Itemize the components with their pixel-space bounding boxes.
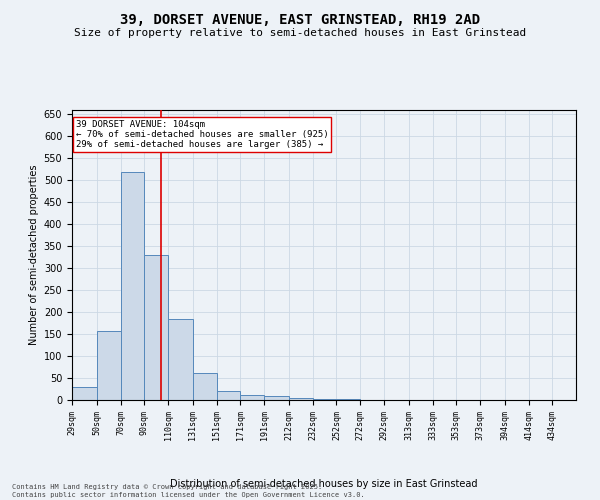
Bar [193,373,217,400]
Bar [313,398,337,400]
Y-axis label: Number of semi-detached properties: Number of semi-detached properties [29,165,40,345]
Text: Size of property relative to semi-detached houses in East Grinstead: Size of property relative to semi-detach… [74,28,526,38]
Bar [97,330,121,400]
Bar [264,396,289,400]
Bar [289,398,313,400]
Bar [241,394,264,400]
Bar [145,255,168,400]
X-axis label: Distribution of semi-detached houses by size in East Grinstead: Distribution of semi-detached houses by … [170,478,478,488]
Bar [337,399,360,400]
Text: 39 DORSET AVENUE: 104sqm
← 70% of semi-detached houses are smaller (925)
29% of : 39 DORSET AVENUE: 104sqm ← 70% of semi-d… [76,120,328,150]
Bar [168,318,193,400]
Text: 39, DORSET AVENUE, EAST GRINSTEAD, RH19 2AD: 39, DORSET AVENUE, EAST GRINSTEAD, RH19 … [120,12,480,26]
Bar [72,387,97,400]
Bar [121,172,145,400]
Bar [217,391,241,400]
Text: Contains HM Land Registry data © Crown copyright and database right 2025.
Contai: Contains HM Land Registry data © Crown c… [12,484,365,498]
